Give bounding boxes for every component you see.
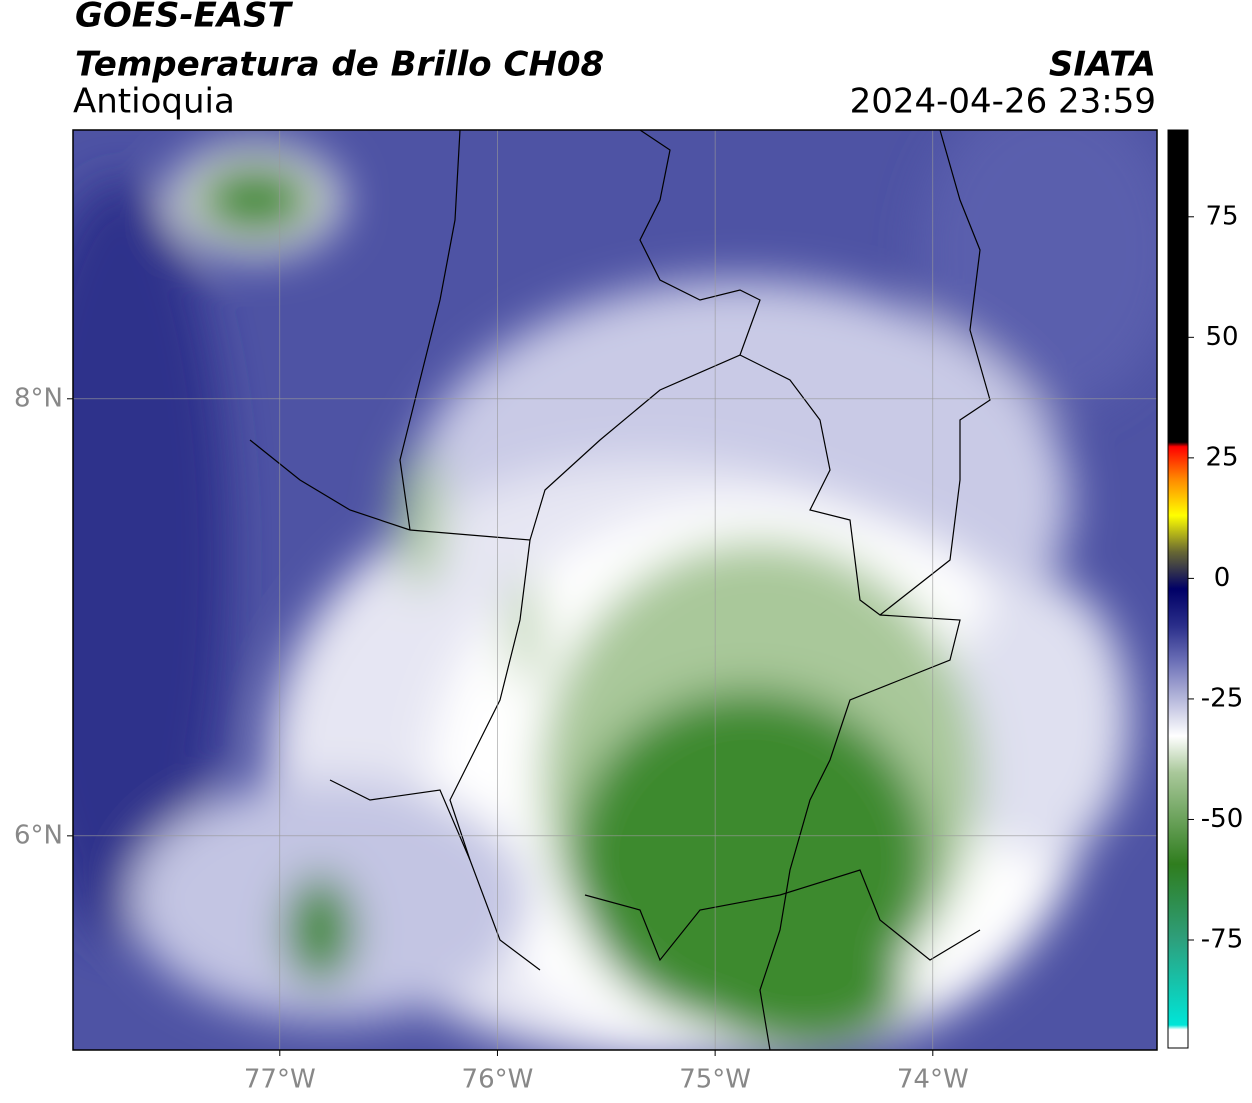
region: Antioquia xyxy=(73,82,235,122)
title: GOES-EAST xyxy=(75,0,294,36)
colorbar-tick-label: 0 xyxy=(1214,563,1231,593)
y-tick-label: 8°N xyxy=(14,383,63,413)
subtitle: Temperatura de Brillo CH08 xyxy=(75,45,604,85)
satellite-image xyxy=(73,130,1157,1050)
colorbar-tick-label: 75 xyxy=(1205,201,1238,231)
x-tick-label: 76°W xyxy=(462,1065,534,1095)
map-frame xyxy=(72,129,1158,1051)
datetime: 2024-04-26 23:59 xyxy=(850,82,1156,122)
colorbar xyxy=(1167,129,1189,1049)
y-tick-label: 6°N xyxy=(14,820,63,850)
x-tick-label: 77°W xyxy=(244,1065,316,1095)
colorbar-tick-label: -50 xyxy=(1201,804,1243,834)
source: SIATA xyxy=(1049,45,1156,85)
colorbar-tick-label: -25 xyxy=(1201,683,1243,713)
colorbar-tick-label: -75 xyxy=(1201,925,1243,955)
colorbar-tick-label: 50 xyxy=(1205,322,1238,352)
colorbar-tick-label: 25 xyxy=(1205,442,1238,472)
grid xyxy=(73,130,1157,1050)
x-tick-label: 75°W xyxy=(679,1065,751,1095)
x-tick-label: 74°W xyxy=(897,1065,969,1095)
